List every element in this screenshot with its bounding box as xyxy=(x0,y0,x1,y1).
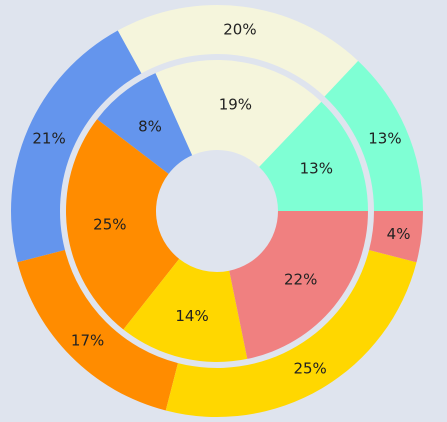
outer-slice-5 xyxy=(369,211,423,263)
inner-slice-1 xyxy=(155,60,322,167)
outer-slice-label-4: 25% xyxy=(293,360,326,378)
inner-slice-0 xyxy=(259,101,368,211)
inner-slice-label-5: 22% xyxy=(284,270,317,288)
inner-slice-label-4: 14% xyxy=(175,307,208,325)
outer-slice-label-5: 4% xyxy=(387,225,411,243)
inner-slice-label-0: 13% xyxy=(300,160,333,178)
outer-slice-label-2: 21% xyxy=(32,129,65,147)
inner-slice-4 xyxy=(123,258,248,362)
outer-slice-1 xyxy=(117,5,359,97)
inner-slice-label-2: 8% xyxy=(138,117,162,135)
outer-slice-label-3: 17% xyxy=(71,331,104,349)
outer-slice-label-0: 13% xyxy=(368,129,401,147)
inner-slice-5 xyxy=(229,211,368,359)
outer-slice-4 xyxy=(165,250,417,417)
outer-slice-label-1: 20% xyxy=(223,20,256,38)
outer-slice-2 xyxy=(11,30,142,263)
inner-slice-2 xyxy=(97,73,193,174)
outer-slice-3 xyxy=(17,250,178,411)
slice-labels: 13% 20% 21% 17% 25% 4% 13% 19% 8% 25% 14% 22% xyxy=(32,20,410,377)
outer-ring xyxy=(11,5,423,417)
inner-slice-label-1: 19% xyxy=(219,96,252,114)
inner-slice-label-3: 25% xyxy=(93,215,126,233)
inner-slice-3 xyxy=(66,119,180,330)
outer-slice-0 xyxy=(324,60,423,212)
inner-ring xyxy=(66,60,368,362)
